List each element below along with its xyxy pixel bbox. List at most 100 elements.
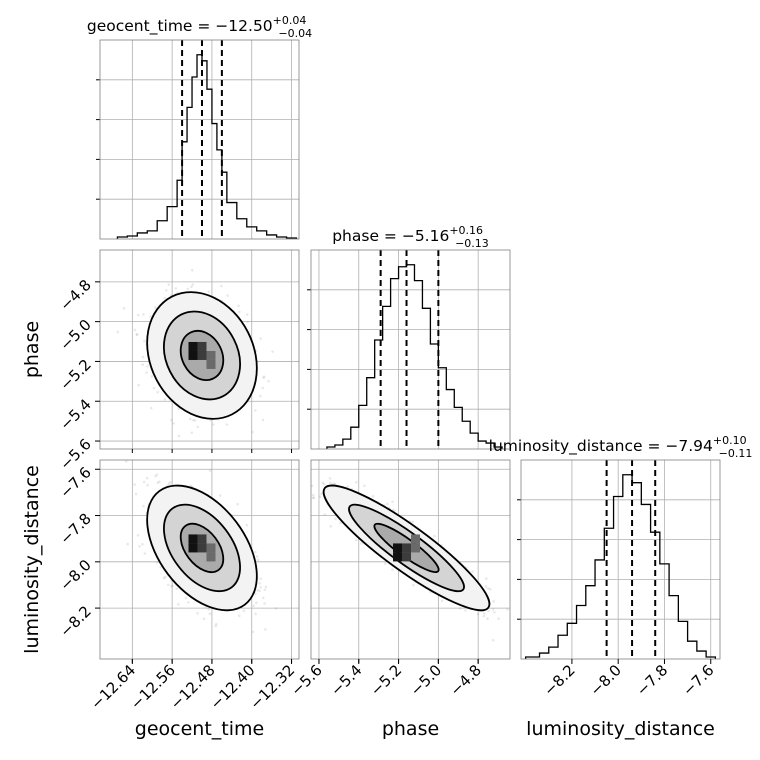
- sample-point: [186, 287, 190, 291]
- title-plus: +0.10: [713, 434, 747, 447]
- density-cell: [206, 552, 216, 562]
- sample-point: [155, 473, 159, 476]
- sample-point: [156, 481, 160, 485]
- density-cell: [411, 543, 421, 553]
- y-tick-label: −5.4: [56, 395, 94, 433]
- sample-point: [333, 482, 336, 485]
- panel-frame: [310, 459, 511, 660]
- sample-point: [259, 586, 262, 589]
- sample-point: [329, 525, 333, 528]
- histogram-panel-phase: phase = −5.16+0.16 −0.13: [307, 224, 511, 450]
- sample-point: [411, 520, 415, 524]
- sample-point: [245, 313, 249, 316]
- x-tick-label: −5.2: [367, 661, 405, 699]
- sample-point: [263, 588, 267, 592]
- sample-point: [360, 542, 363, 545]
- sample-point: [172, 421, 175, 425]
- sample-point: [262, 375, 266, 379]
- histogram-bin: [632, 483, 641, 659]
- sample-point: [322, 482, 326, 486]
- y-tick-label: −5.0: [56, 316, 94, 354]
- sample-point: [189, 484, 192, 488]
- histogram-bin: [267, 235, 277, 239]
- x-tick-label: −8.2: [540, 661, 578, 699]
- sample-point: [170, 584, 173, 588]
- sample-point: [471, 570, 474, 573]
- histogram-bin: [623, 475, 632, 659]
- sample-point: [259, 577, 263, 581]
- panel-title: luminosity_distance = −7.94+0.10 −0.11: [489, 434, 753, 460]
- sample-point: [458, 606, 462, 610]
- sample-point: [311, 493, 315, 497]
- sample-point: [167, 283, 171, 286]
- histogram-bin: [351, 427, 359, 449]
- histogram-bin: [697, 651, 706, 659]
- sample-point: [177, 602, 180, 606]
- sample-point: [174, 287, 178, 290]
- sample-point: [141, 363, 145, 366]
- sample-point: [482, 612, 486, 615]
- sample-point: [255, 601, 258, 605]
- sample-point: [190, 285, 193, 289]
- sample-point: [171, 584, 174, 588]
- sample-point: [312, 496, 316, 500]
- histogram-bin: [478, 441, 486, 449]
- sample-point: [138, 544, 141, 548]
- sample-point: [150, 375, 154, 378]
- sample-point: [262, 376, 265, 379]
- panel-body: [116, 268, 274, 438]
- sample-point: [142, 480, 146, 484]
- density-cell: [188, 350, 198, 360]
- histogram-bin: [187, 107, 192, 239]
- sample-point: [190, 431, 194, 435]
- sample-point: [135, 333, 139, 336]
- sample-point: [191, 283, 195, 286]
- sample-point: [506, 608, 509, 611]
- sample-point: [124, 460, 128, 463]
- sample-point: [225, 423, 229, 426]
- sample-point: [155, 560, 159, 564]
- histogram-bin: [407, 265, 415, 449]
- sample-point: [146, 364, 149, 368]
- sample-point: [237, 304, 240, 308]
- sample-point: [184, 596, 188, 600]
- histogram-bin: [430, 344, 438, 449]
- panel-frame: [520, 459, 721, 660]
- histogram-bin: [167, 207, 177, 239]
- title-minus: −0.04: [278, 27, 312, 40]
- sample-point: [487, 587, 490, 590]
- density-cell: [188, 341, 198, 351]
- histogram-bin: [558, 635, 567, 659]
- sample-point: [493, 610, 496, 614]
- sample-point: [142, 313, 145, 316]
- density-cell: [197, 534, 207, 544]
- sample-point: [354, 538, 358, 542]
- sample-point: [311, 496, 315, 500]
- histogram-bin: [660, 564, 669, 659]
- x-axis-label: geocent_time: [135, 718, 264, 740]
- sample-point: [126, 542, 129, 546]
- title-main: phase = −5.16: [332, 227, 449, 245]
- histogram-bin: [391, 279, 399, 449]
- sample-point: [141, 355, 145, 359]
- sample-point: [346, 485, 349, 488]
- sample-point: [491, 607, 495, 611]
- sample-point: [261, 596, 265, 600]
- x-tick-label: −5.0: [407, 661, 445, 699]
- sample-point: [252, 604, 256, 608]
- histogram-bin: [438, 368, 446, 449]
- sample-point: [440, 599, 444, 603]
- density-cell: [206, 350, 216, 360]
- sample-point: [242, 609, 246, 613]
- density-cell: [206, 359, 216, 369]
- sample-point: [177, 434, 181, 438]
- sample-point: [154, 474, 157, 478]
- histogram-bin: [422, 308, 430, 449]
- title-plus: +0.04: [273, 14, 307, 27]
- sample-point: [259, 337, 262, 340]
- histogram-bin: [399, 267, 407, 449]
- sample-point: [193, 419, 197, 422]
- sample-point: [486, 617, 489, 621]
- panel-title-geocent_time: geocent_time = −12.50+0.04 −0.04: [87, 14, 312, 40]
- sample-point: [152, 386, 156, 390]
